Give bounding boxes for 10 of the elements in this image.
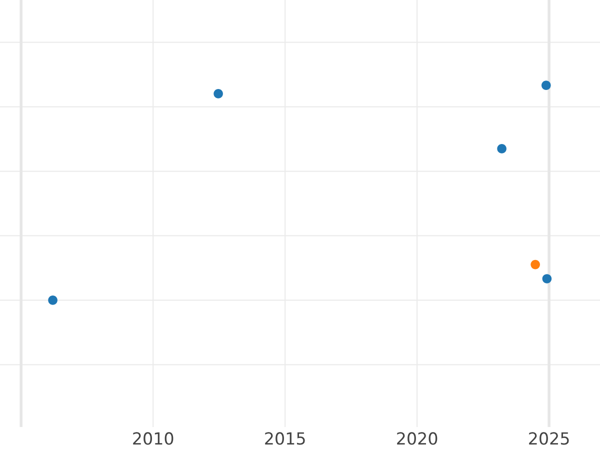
- point: [214, 89, 223, 98]
- point: [541, 80, 551, 90]
- x-tick-label: 2025: [529, 432, 569, 445]
- point: [497, 144, 506, 154]
- point: [542, 274, 552, 284]
- point: [530, 260, 540, 270]
- x-tick-label: 2020: [397, 432, 438, 445]
- point: [48, 296, 58, 305]
- x-tick-label: 2010: [133, 432, 174, 445]
- x-tick-label: 2015: [265, 432, 305, 445]
